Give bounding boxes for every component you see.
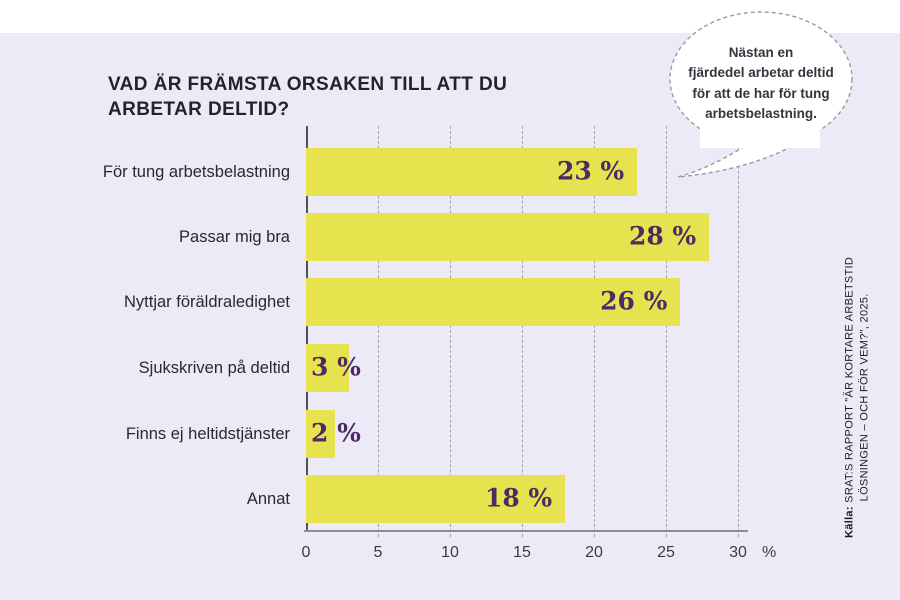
- category-label: Nyttjar föräldraledighet: [124, 293, 290, 311]
- chart-title: VAD ÄR FRÄMSTA ORSAKEN TILL ATT DU ARBET…: [108, 74, 508, 121]
- value-label: 2 %: [311, 418, 361, 448]
- value-label: 28 %: [628, 221, 697, 251]
- x-tick-label: 15: [513, 544, 531, 561]
- x-tick-label: 10: [441, 544, 459, 561]
- gridline-20: [594, 126, 595, 537]
- source-citation: Källa: SRAT:S RAPPORT "ÄR KORTARE ARBETS…: [843, 242, 874, 552]
- value-label: 3 %: [311, 352, 361, 382]
- value-label: 26 %: [600, 286, 668, 316]
- bar-row: Finns ej heltidstjänster 2 %: [0, 410, 900, 458]
- x-tick-label: 30: [729, 544, 747, 561]
- bar: 18 %: [306, 475, 566, 523]
- x-axis-line: [304, 530, 748, 532]
- bar-row: För tung arbetsbelastning 23 %: [0, 148, 900, 196]
- plot-area: [306, 126, 739, 537]
- bar-row: Annat 18 %: [0, 475, 900, 523]
- category-label: Passar mig bra: [179, 228, 290, 246]
- speech-bubble-text: Nästan en fjärdedel arbetar deltid för a…: [688, 45, 834, 121]
- x-tick-label: 25: [657, 544, 675, 561]
- bar: 2 %: [306, 410, 361, 458]
- value-label: 18 %: [484, 483, 553, 513]
- bar-row: Sjukskriven på deltid 3 %: [0, 344, 900, 392]
- value-label: 23 %: [556, 156, 625, 186]
- bar: 26 %: [306, 278, 681, 326]
- category-label: Finns ej heltidstjänster: [125, 425, 290, 443]
- x-axis-unit-label: %: [762, 544, 777, 561]
- gridline-25: [666, 126, 667, 537]
- bar: 28 %: [306, 213, 710, 261]
- bar: 23 %: [306, 148, 638, 196]
- source-line1: SRAT:S RAPPORT "ÄR KORTARE ARBETSTID: [843, 256, 856, 507]
- bar: 3 %: [306, 344, 361, 392]
- x-tick-label: 0: [301, 544, 311, 561]
- source-line2: LÖSNINGEN – OCH FÖR VEM?", 2025.: [859, 293, 871, 502]
- gridline-15: [522, 126, 523, 537]
- gridline-5: [378, 126, 379, 537]
- bar-row: Nyttjar föräldraledighet 26 %: [0, 278, 900, 326]
- category-label: För tung arbetsbelastning: [102, 163, 290, 181]
- speech-bubble-shape: [669, 11, 853, 178]
- gridline-30: [738, 126, 739, 537]
- category-label: Annat: [246, 490, 290, 508]
- x-tick-label: 20: [585, 544, 603, 561]
- source-prefix: Källa:: [843, 506, 856, 538]
- y-axis-line: [306, 126, 308, 531]
- bar-row: Passar mig bra 28 %: [0, 213, 900, 261]
- gridline-10: [450, 126, 451, 537]
- x-tick-label: 5: [373, 544, 383, 561]
- category-label: Sjukskriven på deltid: [138, 359, 290, 377]
